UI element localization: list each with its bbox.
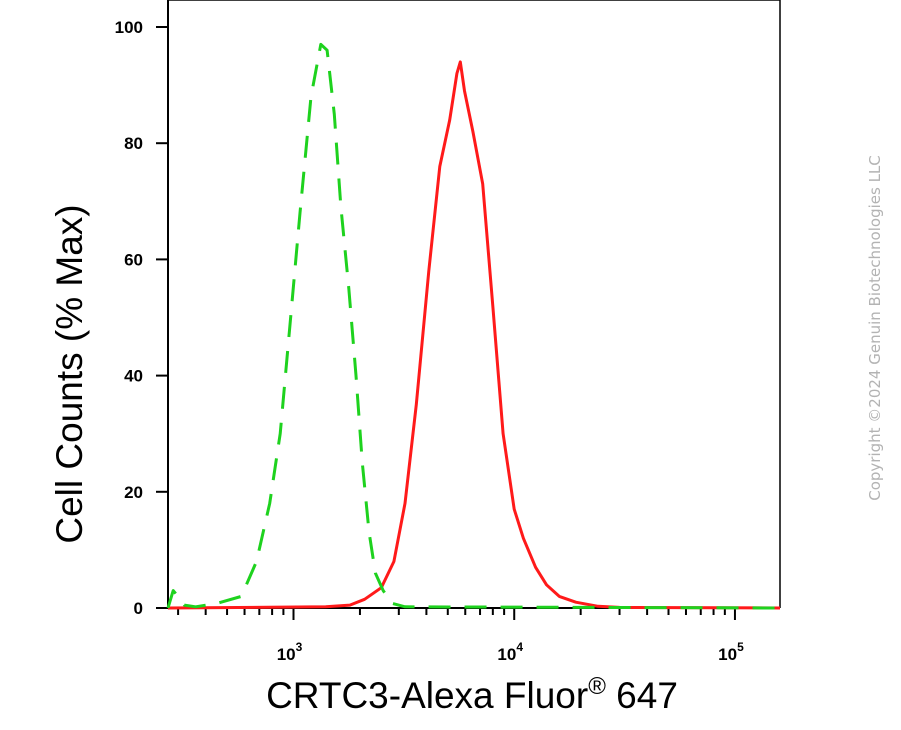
x-tick-label-exponent: 4 <box>516 640 523 654</box>
x-axis-title-text: CRTC3-Alexa Fluor <box>266 675 588 716</box>
x-axis-ticks: 103 104 105 <box>177 608 744 664</box>
plot-frame <box>167 0 781 609</box>
x-tick-label: 105 <box>718 640 744 664</box>
y-axis-ticks: 0 20 40 60 80 100 <box>115 18 168 618</box>
x-tick-label-base: 10 <box>718 645 737 664</box>
series-line-solid <box>167 60 781 610</box>
x-axis-title: CRTC3-Alexa Fluor® 647 <box>266 673 678 716</box>
x-tick-label-exponent: 5 <box>737 640 744 654</box>
y-tick-label: 80 <box>124 134 143 153</box>
x-tick-label: 103 <box>277 640 303 664</box>
x-tick-label-base: 10 <box>497 645 516 664</box>
y-axis-title: Cell Counts (% Max) <box>49 204 90 543</box>
y-tick-label: 20 <box>124 483 143 502</box>
x-axis-title-suffix: 647 <box>606 675 678 716</box>
x-tick-label-base: 10 <box>277 645 296 664</box>
y-tick-label: 40 <box>124 367 143 386</box>
series-layer <box>166 42 781 610</box>
x-tick-label: 104 <box>497 640 523 664</box>
x-tick-label-exponent: 3 <box>296 640 303 654</box>
y-tick-label: 60 <box>124 250 143 269</box>
y-tick-label: 0 <box>134 599 143 618</box>
copyright-watermark: Copyright ©2024 Genuin Biotechnologies L… <box>866 155 884 501</box>
y-tick-label: 100 <box>115 18 143 37</box>
x-axis-title-registered-mark: ® <box>588 673 606 700</box>
series-line-dashed <box>166 42 781 610</box>
